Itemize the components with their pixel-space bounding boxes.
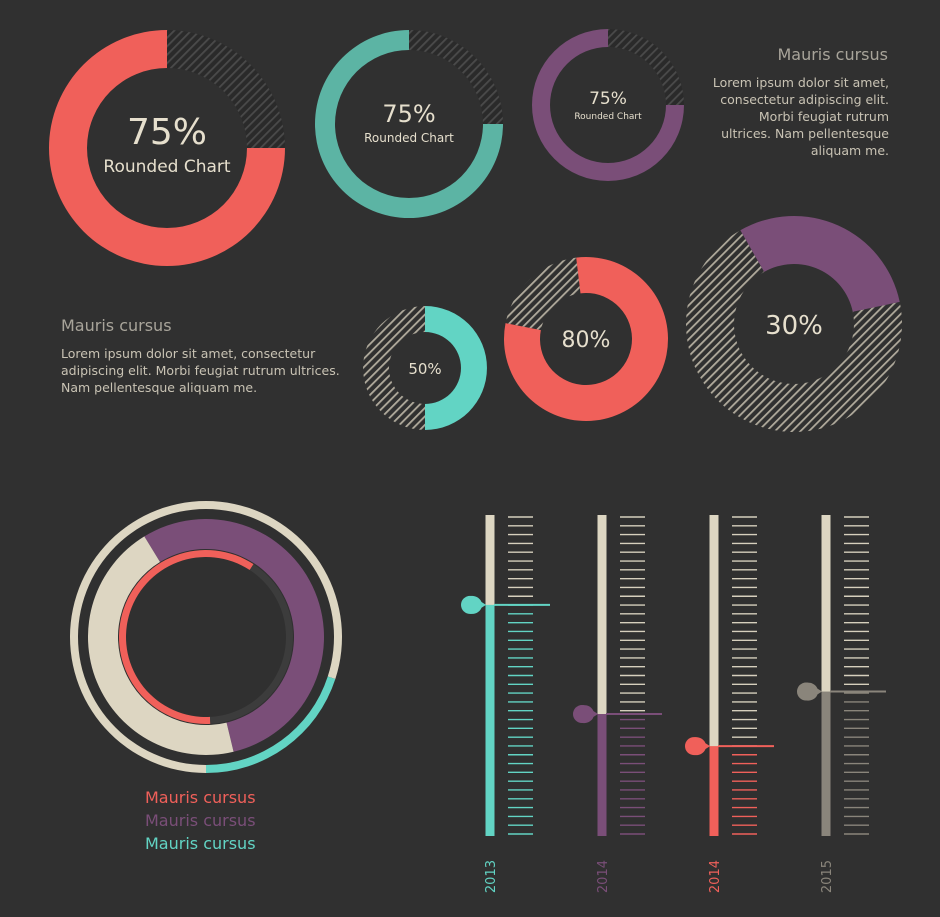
bar-fill xyxy=(709,746,719,836)
bar-track xyxy=(597,515,607,836)
year-label: 2013 xyxy=(484,860,499,893)
body-line: consectetur adipiscing elit. xyxy=(720,92,889,107)
ring-segment xyxy=(87,536,234,756)
level-marker-head xyxy=(461,595,479,614)
donut-value-arc xyxy=(504,257,669,421)
legend: Mauris cursus Mauris cursus Mauris cursu… xyxy=(145,786,256,855)
bar-fill xyxy=(821,691,831,836)
donut-sublabel: Rounded Chart xyxy=(574,112,642,122)
donut-chart: 75% Rounded Chart xyxy=(315,30,503,218)
donut-remainder xyxy=(608,29,684,105)
donut-chart: 50% xyxy=(363,306,487,430)
thermometer-bar: 2015 xyxy=(797,515,886,893)
year-label: 2014 xyxy=(596,860,611,893)
donut-value-label: 80% xyxy=(562,328,611,353)
donut-chart: 75% Rounded Chart xyxy=(532,29,684,181)
donut-value-label: 75% xyxy=(127,112,207,153)
donut-sublabel: Rounded Chart xyxy=(364,131,454,145)
donut-remainder xyxy=(505,257,581,331)
donut-remainder xyxy=(363,306,425,430)
top-right-body: Lorem ipsum dolor sit amet, consectetur … xyxy=(680,74,889,159)
bar-fill xyxy=(597,714,607,836)
legend-item: Mauris cursus xyxy=(145,811,256,830)
bar-track xyxy=(821,515,831,836)
donut-value-label: 30% xyxy=(765,311,823,341)
year-label: 2014 xyxy=(708,860,723,893)
donut-chart: 30% xyxy=(686,215,902,432)
level-marker-head xyxy=(573,705,591,724)
body-line: Nam pellentesque aliquam me. xyxy=(61,380,258,395)
legend-item: Mauris cursus xyxy=(145,834,256,853)
body-line: Morbi feugiat rutrum xyxy=(758,109,889,124)
donut-value-arc xyxy=(49,30,285,266)
body-line: Lorem ipsum dolor sit amet, consectetur xyxy=(61,346,316,361)
donut-remainder xyxy=(686,230,902,432)
donut-value-label: 75% xyxy=(382,100,435,128)
concentric-ring-chart xyxy=(69,501,342,773)
level-marker-head xyxy=(797,682,815,701)
ring-segment xyxy=(209,564,293,724)
thermometer-bar: 2014 xyxy=(685,515,774,893)
thermometer-bar: 2014 xyxy=(573,515,662,893)
ring-segment xyxy=(206,676,336,773)
thermometer-bar: 2013 xyxy=(461,515,550,893)
body-line: Lorem ipsum dolor sit amet, xyxy=(712,75,889,90)
top-right-heading: Mauris cursus xyxy=(777,45,888,64)
donut-value-arc xyxy=(740,215,900,312)
ring-segment xyxy=(144,519,324,752)
donut-chart: 75% Rounded Chart xyxy=(49,30,285,266)
donut-remainder xyxy=(409,30,503,124)
donut-sublabel: Rounded Chart xyxy=(103,157,230,177)
body-line: ultrices. Nam pellentesque xyxy=(721,126,889,141)
donut-value-label: 50% xyxy=(408,360,441,378)
donut-remainder xyxy=(167,30,285,148)
legend-item: Mauris cursus xyxy=(145,788,256,807)
middle-left-body: Lorem ipsum dolor sit amet, consectetur … xyxy=(61,345,351,396)
year-label: 2015 xyxy=(820,860,835,893)
donut-value-arc xyxy=(425,306,487,430)
bar-fill xyxy=(485,604,495,836)
body-line: adipiscing elit. Morbi feugiat rutrum ul… xyxy=(61,363,340,378)
middle-left-heading: Mauris cursus xyxy=(61,316,172,335)
body-line: aliquam me. xyxy=(810,143,889,158)
donut-chart: 80% xyxy=(504,257,669,421)
level-marker-head xyxy=(685,737,703,756)
donut-value-label: 75% xyxy=(589,89,627,109)
bar-track xyxy=(709,515,719,836)
